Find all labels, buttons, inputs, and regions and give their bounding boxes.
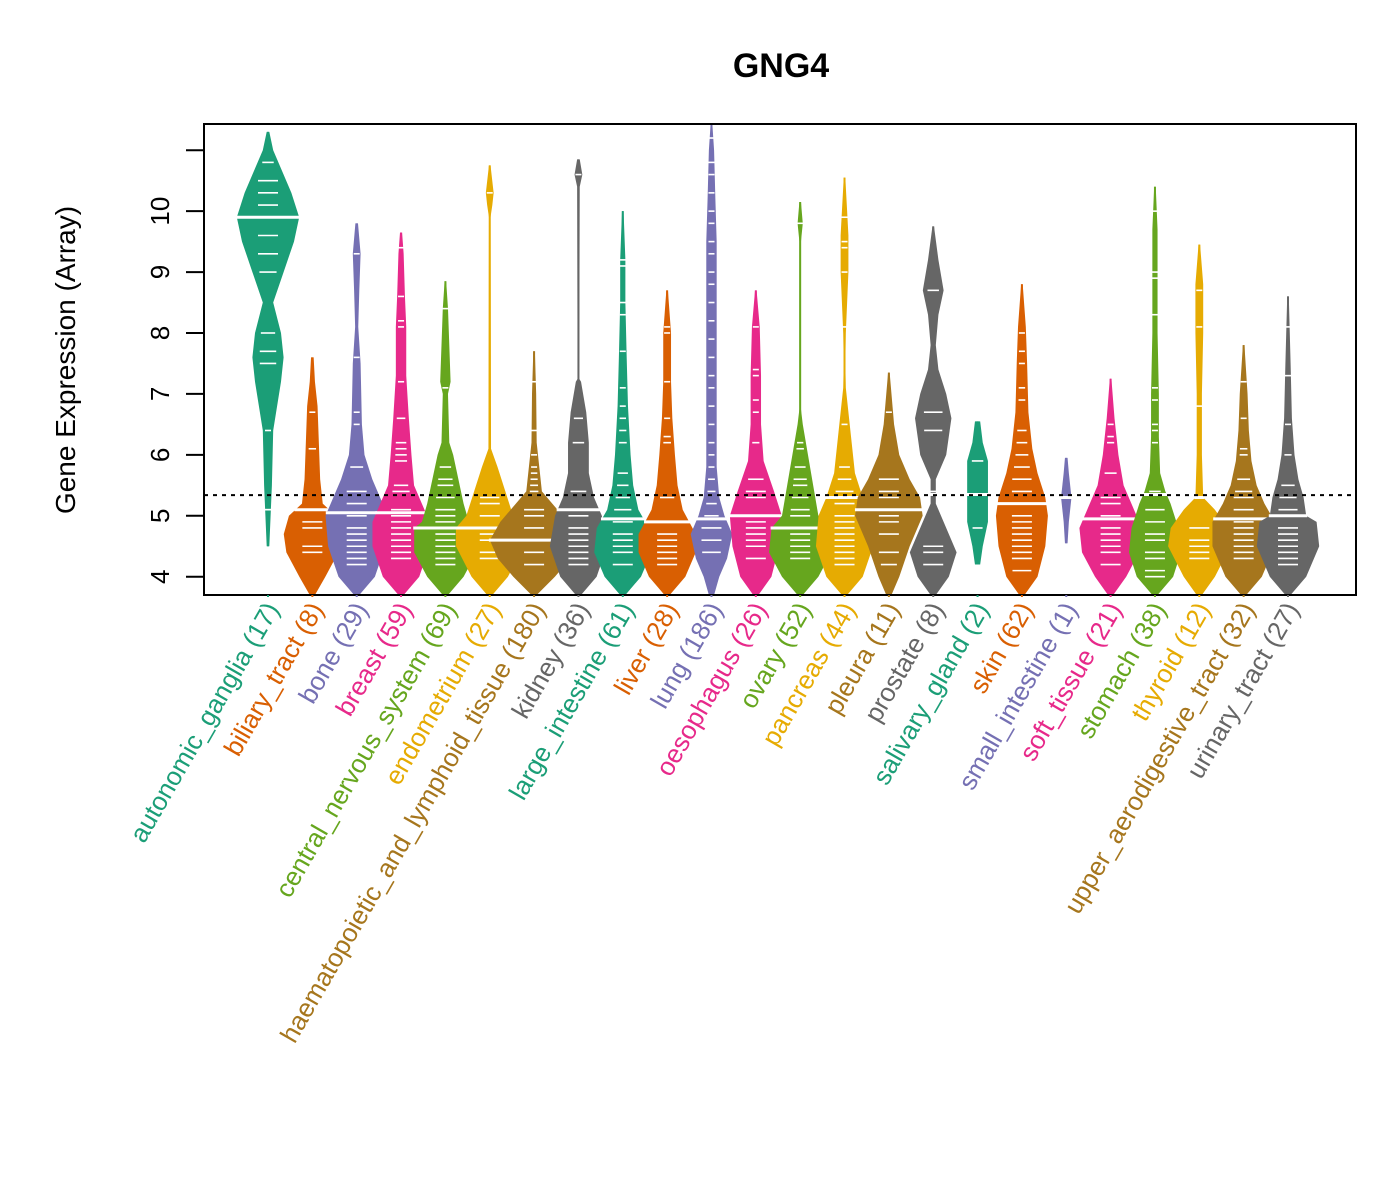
violin-body bbox=[768, 201, 832, 595]
violin-body bbox=[1168, 244, 1231, 595]
violin-body bbox=[1128, 186, 1181, 595]
chart-title: GNG4 bbox=[733, 47, 829, 85]
violin-autonomic-ganglia bbox=[235, 131, 301, 547]
violin-pleura bbox=[854, 372, 923, 595]
violin-large-intestine bbox=[594, 211, 652, 595]
y-tick-label: 8 bbox=[145, 326, 175, 340]
y-tick-label: 7 bbox=[145, 387, 175, 401]
violin-body bbox=[372, 232, 430, 595]
violins-group bbox=[235, 124, 1320, 595]
y-tick-label: 5 bbox=[145, 509, 175, 523]
violin-salivary-gland bbox=[966, 421, 989, 565]
y-tick-label: 9 bbox=[145, 265, 175, 279]
violin-body bbox=[1256, 296, 1320, 595]
y-tick-label: 6 bbox=[145, 448, 175, 462]
violin-body bbox=[995, 284, 1048, 595]
y-axis: 4 5 6 7 8 9 10 bbox=[145, 149, 204, 584]
violin-bone bbox=[325, 223, 388, 595]
violin-body bbox=[594, 211, 652, 595]
violin-stomach bbox=[1128, 186, 1181, 595]
plot-frame bbox=[203, 123, 1357, 596]
violin-prostate bbox=[909, 226, 957, 595]
violin-body bbox=[1079, 378, 1142, 595]
violin-thyroid bbox=[1168, 244, 1231, 595]
violin-body bbox=[690, 124, 733, 595]
violin-liver bbox=[638, 290, 696, 595]
violin-body bbox=[549, 159, 608, 595]
violin-lung bbox=[690, 124, 733, 595]
violin-body bbox=[283, 357, 341, 595]
violin-soft-tissue bbox=[1079, 378, 1142, 595]
violin-endometrium bbox=[454, 165, 525, 595]
violin-small-intestine bbox=[1060, 457, 1073, 544]
violin-body bbox=[236, 131, 300, 547]
y-tick-label: 10 bbox=[145, 197, 175, 226]
violin-oesophagus bbox=[728, 290, 783, 595]
violin-urinary-tract bbox=[1256, 296, 1320, 595]
violin-pancreas bbox=[815, 177, 874, 595]
violin-kidney bbox=[549, 159, 608, 595]
violin-skin bbox=[995, 284, 1048, 595]
violin-breast bbox=[372, 232, 430, 595]
violin-body bbox=[855, 372, 923, 595]
x-axis-labels: autonomic_ganglia (17)biliary_tract (8)b… bbox=[123, 595, 1305, 1048]
y-tick-label: 4 bbox=[145, 569, 175, 583]
violin-body bbox=[1061, 457, 1072, 544]
violin-biliary-tract bbox=[283, 357, 341, 595]
y-axis-label: Gene Expression (Array) bbox=[50, 206, 81, 514]
violin-body bbox=[909, 226, 957, 595]
violin-body bbox=[967, 421, 988, 565]
violin-body bbox=[815, 177, 874, 595]
violin-central-nervous-system bbox=[413, 281, 478, 595]
violin-body bbox=[455, 165, 524, 595]
violin-body bbox=[325, 223, 388, 595]
violin-body bbox=[414, 281, 477, 595]
